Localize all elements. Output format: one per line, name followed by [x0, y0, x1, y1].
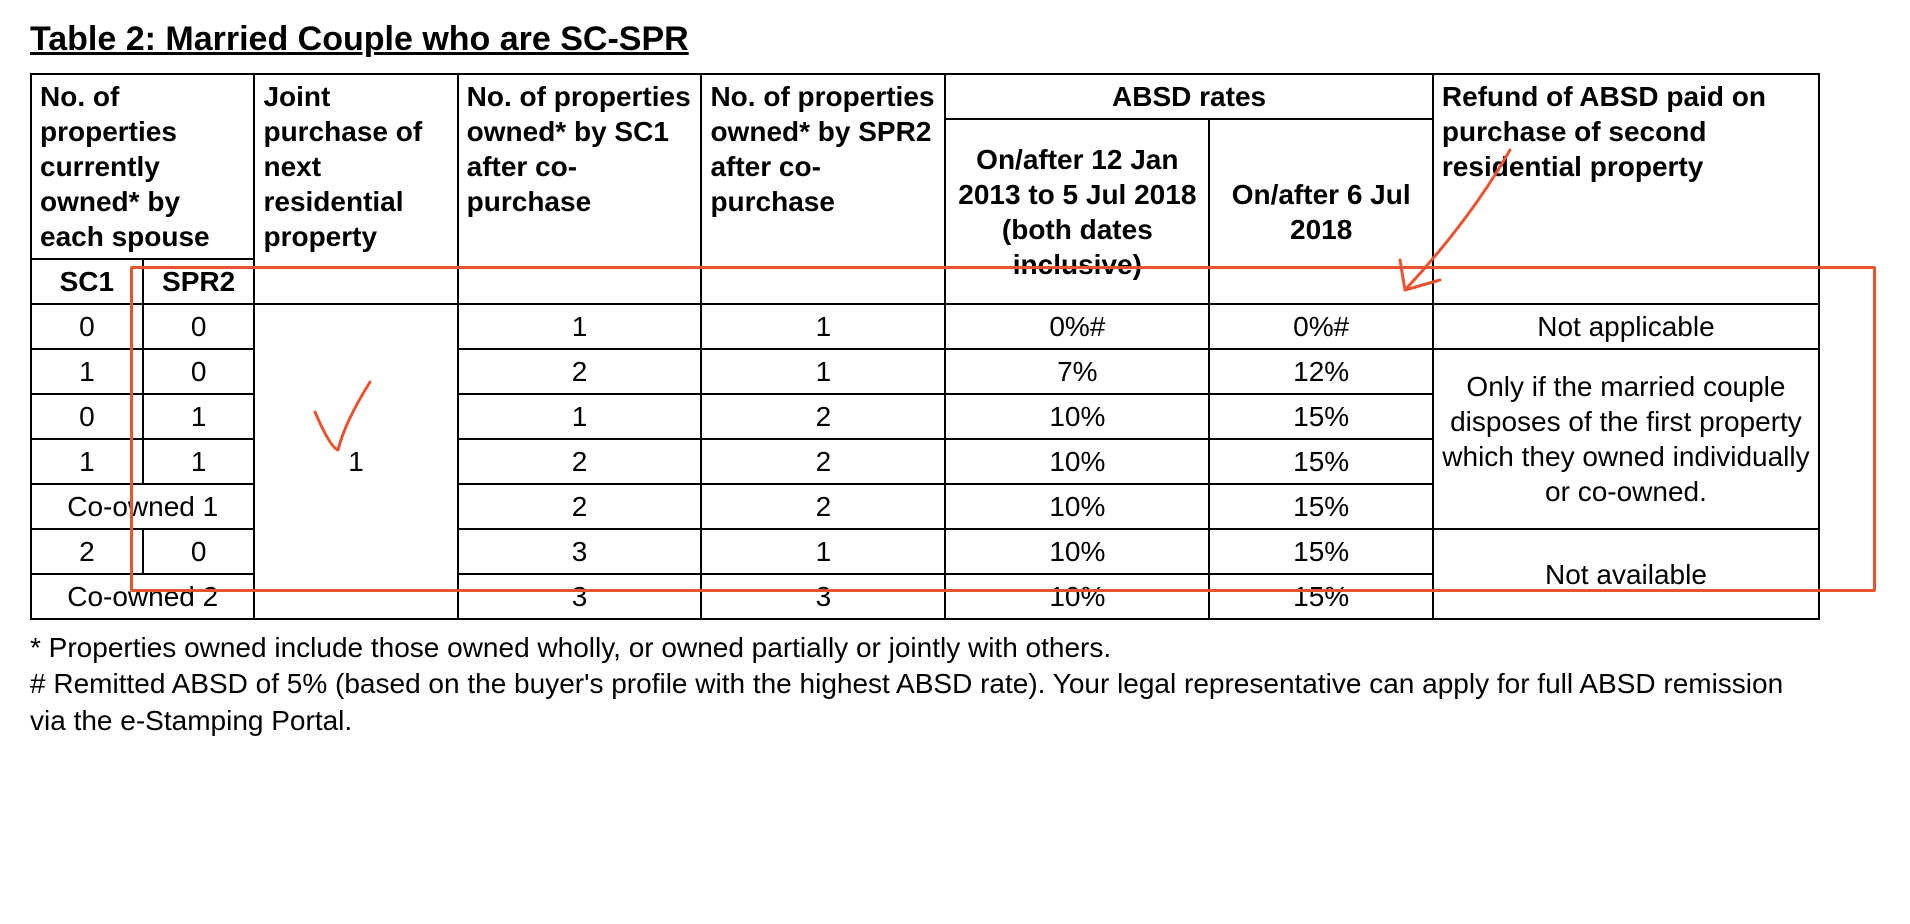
- cell-rate1: 10%: [945, 484, 1209, 529]
- hdr-spr2-after: No. of properties owned* by SPR2 after c…: [701, 74, 945, 304]
- cell-spr2-after: 1: [701, 529, 945, 574]
- cell-rate2: 15%: [1209, 484, 1433, 529]
- footnotes: * Properties owned include those owned w…: [30, 630, 1820, 739]
- footnote-2: # Remitted ABSD of 5% (based on the buye…: [30, 666, 1820, 739]
- hdr-refund: Refund of ABSD paid on purchase of secon…: [1433, 74, 1819, 304]
- cell-joint: 1: [254, 304, 457, 619]
- hdr-owned-by-spouse: No. of properties currently owned* by ea…: [31, 74, 254, 259]
- cell-sc1-after: 2: [458, 439, 702, 484]
- cell-spr2-after: 2: [701, 439, 945, 484]
- table-title: Table 2: Married Couple who are SC-SPR: [30, 20, 1820, 59]
- cell-spr2: 0: [143, 529, 255, 574]
- cell-spr2-after: 2: [701, 484, 945, 529]
- cell-sc1-after: 2: [458, 349, 702, 394]
- footnote-1: * Properties owned include those owned w…: [30, 630, 1820, 666]
- cell-refund-na: Not applicable: [1433, 304, 1819, 349]
- header-row-1: No. of properties currently owned* by ea…: [31, 74, 1819, 119]
- cell-rate2: 15%: [1209, 529, 1433, 574]
- hdr-sub-spr2: SPR2: [143, 259, 255, 304]
- cell-rate2: 15%: [1209, 574, 1433, 619]
- cell-spr2-after: 2: [701, 394, 945, 439]
- cell-sc1: 1: [31, 349, 143, 394]
- cell-rate1: 0%#: [945, 304, 1209, 349]
- cell-sc1: 2: [31, 529, 143, 574]
- cell-sc1-after: 1: [458, 394, 702, 439]
- hdr-sub-sc1: SC1: [31, 259, 143, 304]
- cell-sc1-after: 2: [458, 484, 702, 529]
- cell-refund-conditional: Only if the married couple disposes of t…: [1433, 349, 1819, 529]
- hdr-joint-purchase: Joint purchase of next residential prope…: [254, 74, 457, 304]
- cell-rate1: 10%: [945, 574, 1209, 619]
- cell-refund-not-available: Not available: [1433, 529, 1819, 619]
- hdr-rate2: On/after 6 Jul 2018: [1209, 119, 1433, 304]
- page: Table 2: Married Couple who are SC-SPR N…: [0, 0, 1850, 759]
- cell-spr2: 1: [143, 439, 255, 484]
- absd-table: No. of properties currently owned* by ea…: [30, 73, 1820, 620]
- cell-sc1-after: 1: [458, 304, 702, 349]
- hdr-absd-rates: ABSD rates: [945, 74, 1433, 119]
- cell-sc1-after: 3: [458, 574, 702, 619]
- cell-rate1: 10%: [945, 394, 1209, 439]
- cell-spr2: 1: [143, 394, 255, 439]
- hdr-rate1: On/after 12 Jan 2013 to 5 Jul 2018 (both…: [945, 119, 1209, 304]
- cell-sc1: 1: [31, 439, 143, 484]
- cell-rate2: 15%: [1209, 394, 1433, 439]
- cell-coowned: Co-owned 1: [31, 484, 254, 529]
- cell-rate2: 15%: [1209, 439, 1433, 484]
- cell-rate2: 0%#: [1209, 304, 1433, 349]
- cell-spr2-after: 1: [701, 304, 945, 349]
- table-row: 0 0 1 1 1 0%# 0%# Not applicable: [31, 304, 1819, 349]
- cell-rate1: 7%: [945, 349, 1209, 394]
- cell-sc1: 0: [31, 394, 143, 439]
- cell-coowned: Co-owned 2: [31, 574, 254, 619]
- cell-sc1: 0: [31, 304, 143, 349]
- cell-spr2-after: 3: [701, 574, 945, 619]
- cell-rate2: 12%: [1209, 349, 1433, 394]
- hdr-sc1-after: No. of properties owned* by SC1 after co…: [458, 74, 702, 304]
- cell-sc1-after: 3: [458, 529, 702, 574]
- cell-rate1: 10%: [945, 529, 1209, 574]
- cell-rate1: 10%: [945, 439, 1209, 484]
- cell-spr2-after: 1: [701, 349, 945, 394]
- cell-spr2: 0: [143, 349, 255, 394]
- cell-spr2: 0: [143, 304, 255, 349]
